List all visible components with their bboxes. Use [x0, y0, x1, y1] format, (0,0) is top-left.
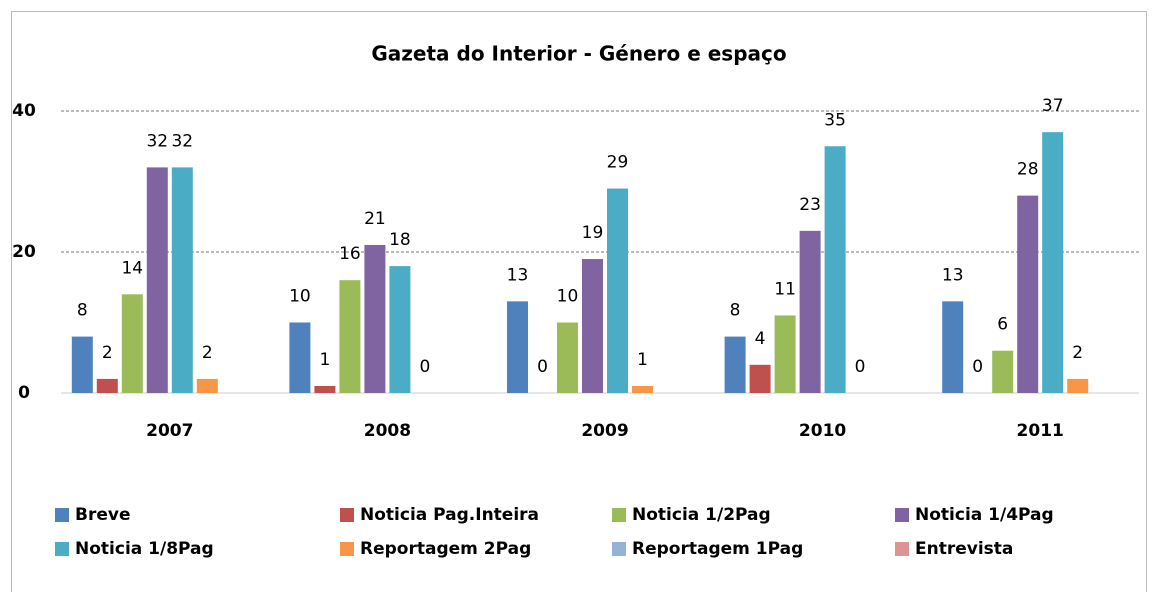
data-label: 32 — [171, 131, 193, 151]
data-label: 13 — [507, 265, 529, 285]
data-label: 2 — [1072, 343, 1083, 363]
legend-swatch — [340, 542, 354, 556]
legend-label: Noticia Pag.Inteira — [360, 505, 539, 525]
bar — [992, 350, 1014, 393]
data-label: 1 — [637, 350, 648, 370]
data-label: 23 — [799, 195, 821, 215]
data-label: 35 — [824, 110, 846, 130]
data-label: 37 — [1042, 96, 1064, 116]
bar — [314, 385, 336, 393]
data-label: 18 — [389, 230, 411, 250]
bar — [774, 315, 796, 393]
legend-label: Noticia 1/8Pag — [75, 539, 214, 559]
bar — [724, 336, 746, 393]
bar — [71, 336, 93, 393]
legend-swatch — [895, 508, 909, 522]
data-label: 2 — [202, 343, 213, 363]
legend-swatch — [55, 508, 69, 522]
bar — [96, 378, 118, 393]
bar — [339, 280, 361, 393]
data-label: 0 — [855, 357, 866, 377]
data-label: 0 — [972, 357, 983, 377]
bar — [196, 378, 218, 393]
bar — [364, 244, 386, 393]
chart-title: Gazeta do Interior - Género e espaço — [371, 42, 786, 66]
data-label: 14 — [121, 258, 143, 278]
bar — [582, 259, 603, 393]
data-label: 4 — [755, 329, 766, 349]
x-tick-label: 2011 — [1017, 421, 1064, 441]
data-label: 16 — [339, 244, 361, 264]
data-label: 13 — [942, 265, 964, 285]
data-label: 2 — [102, 343, 113, 363]
data-label: 29 — [607, 153, 629, 173]
data-label: 21 — [364, 209, 386, 229]
x-tick-label: 2010 — [799, 421, 846, 441]
legend-label: Reportagem 2Pag — [360, 539, 531, 559]
bar — [389, 266, 411, 393]
bar — [557, 322, 578, 393]
data-label: 0 — [537, 357, 548, 377]
data-label: 1 — [319, 350, 330, 370]
data-label: 8 — [730, 301, 741, 321]
bar — [507, 301, 528, 393]
bar — [121, 294, 143, 393]
bar — [1067, 378, 1089, 393]
data-label: 10 — [289, 287, 311, 307]
data-label: 8 — [77, 301, 88, 321]
y-tick-label: 20 — [12, 242, 36, 262]
legend-swatch — [340, 508, 354, 522]
legend-label: Entrevista — [915, 539, 1013, 559]
y-tick-label: 0 — [18, 383, 30, 403]
data-label: 10 — [557, 287, 579, 307]
legend-label: Breve — [75, 505, 130, 525]
legend-label: Reportagem 1Pag — [632, 539, 803, 559]
y-tick-label: 40 — [12, 101, 36, 121]
x-tick-label: 2009 — [581, 421, 628, 441]
legend-swatch — [612, 508, 626, 522]
data-label: 19 — [582, 223, 604, 243]
bar — [942, 301, 964, 393]
bar — [171, 167, 193, 393]
legend-label: Noticia 1/2Pag — [632, 505, 771, 525]
data-label: 32 — [146, 131, 168, 151]
bar — [607, 188, 628, 393]
bar — [749, 364, 771, 393]
bar — [1017, 195, 1039, 393]
bar — [146, 167, 168, 393]
x-tick-label: 2008 — [364, 421, 411, 441]
bar — [1042, 132, 1064, 393]
bar — [824, 146, 846, 393]
legend-swatch — [612, 542, 626, 556]
data-label: 6 — [997, 315, 1008, 335]
x-tick-label: 2007 — [146, 421, 193, 441]
legend-swatch — [895, 542, 909, 556]
legend-swatch — [55, 542, 69, 556]
bar — [632, 385, 653, 393]
legend-label: Noticia 1/4Pag — [915, 505, 1054, 525]
bar — [799, 230, 821, 393]
bar — [289, 322, 311, 393]
data-label: 28 — [1017, 160, 1039, 180]
data-label: 11 — [774, 279, 796, 299]
data-label: 0 — [419, 357, 430, 377]
